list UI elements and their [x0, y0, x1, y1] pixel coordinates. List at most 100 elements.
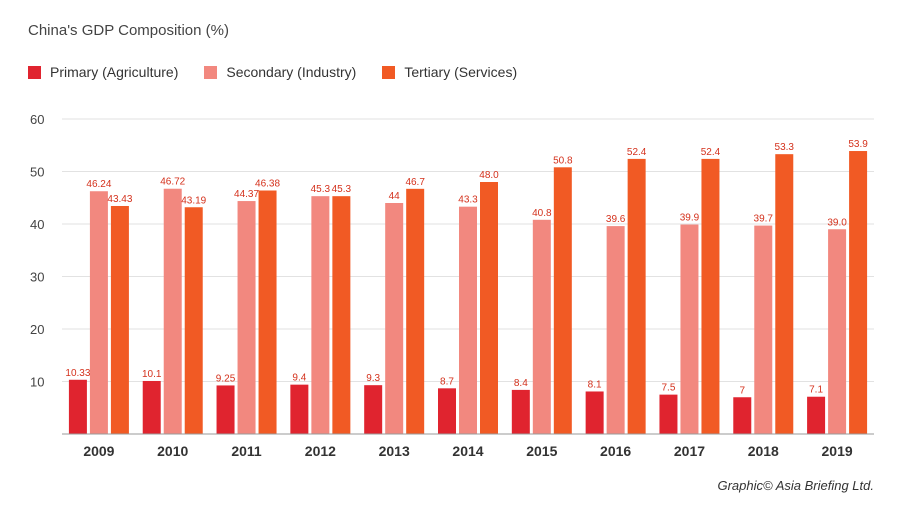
data-label-primary-2012: 9.4 [292, 373, 306, 384]
bars [68, 151, 868, 435]
bar-secondary-2013 [385, 203, 404, 434]
legend-swatch-tertiary [382, 65, 396, 79]
data-label-secondary-2019: 39.0 [827, 217, 847, 228]
data-label-tertiary-2016: 52.4 [627, 147, 647, 158]
bar-secondary-2017 [680, 224, 699, 434]
data-label-secondary-2014: 43.3 [458, 195, 478, 206]
data-label-secondary-2017: 39.9 [680, 213, 700, 224]
data-labels: 10.3346.2443.4310.146.7243.199.2544.3746… [65, 139, 868, 396]
bar-primary-2019 [807, 396, 826, 434]
data-label-primary-2016: 8.1 [588, 379, 602, 390]
data-label-secondary-2015: 40.8 [532, 208, 552, 219]
bar-secondary-2019 [828, 229, 847, 434]
chart-title: China's GDP Composition (%) [28, 22, 229, 39]
data-label-primary-2018: 7 [739, 385, 745, 396]
bar-secondary-2014 [459, 206, 477, 434]
bar-primary-2013 [364, 385, 383, 434]
x-tick-label-2019: 2019 [822, 443, 853, 459]
data-label-tertiary-2011: 46.38 [255, 179, 280, 190]
data-label-secondary-2016: 39.6 [606, 214, 626, 225]
data-label-tertiary-2018: 53.3 [775, 142, 795, 153]
data-label-tertiary-2019: 53.9 [848, 139, 868, 150]
x-tick-label-2016: 2016 [600, 443, 631, 459]
legend-label-primary: Primary (Agriculture) [50, 64, 179, 80]
bar-secondary-2010 [163, 188, 182, 434]
x-tick-label-2010: 2010 [157, 443, 188, 459]
bar-tertiary-2018 [775, 154, 794, 435]
y-axis-ticks: 10 20 30 40 50 60 [30, 112, 44, 390]
data-label-primary-2014: 8.7 [440, 376, 454, 387]
data-label-primary-2015: 8.4 [514, 378, 528, 389]
bar-tertiary-2014 [480, 182, 498, 434]
bar-secondary-2012 [311, 196, 330, 434]
bar-secondary-2015 [532, 219, 551, 434]
x-tick-label-2011: 2011 [231, 443, 262, 459]
data-label-primary-2013: 9.3 [366, 373, 380, 384]
data-label-tertiary-2015: 50.8 [553, 155, 573, 166]
bar-tertiary-2015 [553, 167, 572, 435]
legend-label-tertiary: Tertiary (Services) [404, 64, 518, 80]
x-tick-label-2015: 2015 [526, 443, 557, 459]
data-label-secondary-2009: 46.24 [86, 179, 111, 190]
bar-tertiary-2016 [627, 158, 646, 434]
credit-text: Graphic© Asia Briefing Ltd. [717, 478, 874, 493]
y-tick-label-40: 40 [30, 217, 44, 232]
bar-primary-2011 [216, 385, 235, 434]
x-tick-label-2018: 2018 [748, 443, 779, 459]
bar-primary-2015 [511, 389, 530, 434]
bar-primary-2016 [585, 391, 604, 434]
bar-tertiary-2010 [184, 207, 203, 434]
data-label-secondary-2013: 44 [389, 191, 401, 202]
data-label-tertiary-2014: 48.0 [479, 170, 499, 181]
legend: Primary (Agriculture) Secondary (Industr… [28, 64, 543, 80]
legend-swatch-primary [28, 65, 41, 79]
y-tick-label-30: 30 [30, 270, 44, 285]
legend-item-secondary: Secondary (Industry) [204, 64, 356, 80]
data-label-tertiary-2017: 52.4 [701, 147, 721, 158]
legend-label-secondary: Secondary (Industry) [226, 64, 357, 80]
data-label-primary-2009: 10.33 [65, 368, 90, 379]
data-label-primary-2011: 9.25 [216, 373, 236, 384]
bar-primary-2018 [733, 397, 752, 434]
bar-primary-2010 [142, 380, 161, 434]
bar-primary-2012 [290, 384, 309, 434]
y-tick-label-60: 60 [30, 112, 44, 127]
x-axis-ticks: 2009 2010 2011 2012 2013 2014 2015 2016 2017 2018… [83, 443, 853, 459]
data-label-secondary-2012: 45.3 [311, 184, 331, 195]
x-tick-label-2012: 2012 [305, 443, 336, 459]
y-tick-label-10: 10 [30, 375, 44, 390]
bar-secondary-2009 [89, 191, 108, 434]
data-label-secondary-2018: 39.7 [754, 214, 774, 225]
data-label-tertiary-2012: 45.3 [332, 184, 352, 195]
bar-tertiary-2013 [406, 188, 425, 434]
bar-tertiary-2012 [332, 196, 351, 434]
bar-secondary-2016 [606, 226, 625, 434]
x-tick-label-2014: 2014 [452, 443, 483, 459]
data-label-secondary-2011: 44.37 [234, 189, 259, 200]
legend-item-tertiary: Tertiary (Services) [382, 64, 517, 80]
data-label-primary-2019: 7.1 [809, 385, 823, 396]
bar-tertiary-2009 [110, 205, 129, 434]
x-tick-label-2009: 2009 [83, 443, 114, 459]
y-tick-label-20: 20 [30, 322, 44, 337]
bar-secondary-2011 [237, 201, 256, 434]
x-tick-label-2017: 2017 [674, 443, 705, 459]
data-label-tertiary-2010: 43.19 [181, 195, 206, 206]
legend-swatch-secondary [204, 65, 218, 79]
bar-primary-2009 [68, 379, 87, 434]
bar-tertiary-2011 [258, 190, 277, 434]
data-label-primary-2017: 7.5 [662, 383, 676, 394]
bar-secondary-2018 [754, 225, 773, 434]
legend-item-primary: Primary (Agriculture) [28, 64, 178, 80]
bar-primary-2014 [438, 388, 456, 434]
x-tick-label-2013: 2013 [379, 443, 410, 459]
bar-tertiary-2019 [849, 151, 868, 434]
data-label-secondary-2010: 46.72 [160, 177, 185, 188]
data-label-tertiary-2009: 43.43 [107, 194, 132, 205]
bar-primary-2017 [659, 394, 678, 434]
data-label-primary-2010: 10.1 [142, 369, 162, 380]
data-label-tertiary-2013: 46.7 [405, 177, 425, 188]
y-tick-label-50: 50 [30, 165, 44, 180]
bar-tertiary-2017 [701, 158, 720, 434]
